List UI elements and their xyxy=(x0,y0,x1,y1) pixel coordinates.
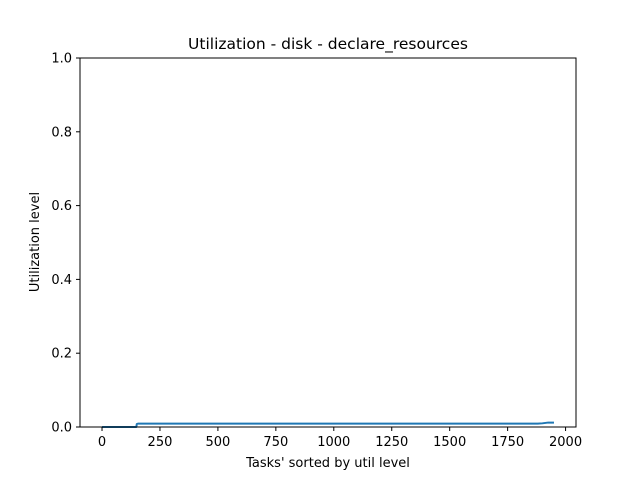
x-tick-label: 1500 xyxy=(433,435,466,450)
plot-frame xyxy=(79,57,577,428)
x-tick-label: 1750 xyxy=(491,435,524,450)
y-tick-label: 0.2 xyxy=(51,347,72,362)
x-tick-label: 500 xyxy=(205,435,230,450)
x-tick-label: 750 xyxy=(263,435,288,450)
y-tick-label: 0.6 xyxy=(51,199,72,214)
x-axis: 0 250 500 750 1000 1250 1500 1750 2000 xyxy=(98,427,582,450)
y-tick-label: 0.8 xyxy=(51,125,72,140)
y-tick-label: 1.0 xyxy=(51,52,72,67)
x-tick-label: 2000 xyxy=(549,435,582,450)
y-axis: 0.0 0.2 0.4 0.6 0.8 1.0 xyxy=(51,52,80,436)
y-tick-label: 0.0 xyxy=(51,421,72,436)
x-axis-label: Tasks' sorted by util level xyxy=(245,456,410,471)
chart-title: Utilization - disk - declare_resources xyxy=(188,35,468,54)
plot-area xyxy=(79,57,577,428)
x-tick-label: 1000 xyxy=(317,435,350,450)
x-tick-label: 250 xyxy=(148,435,173,450)
y-tick-label: 0.4 xyxy=(51,273,72,288)
x-tick-label: 1250 xyxy=(375,435,408,450)
series-line-0 xyxy=(102,421,554,428)
x-tick-label: 0 xyxy=(98,435,106,450)
y-axis-label: Utilization level xyxy=(28,192,43,292)
